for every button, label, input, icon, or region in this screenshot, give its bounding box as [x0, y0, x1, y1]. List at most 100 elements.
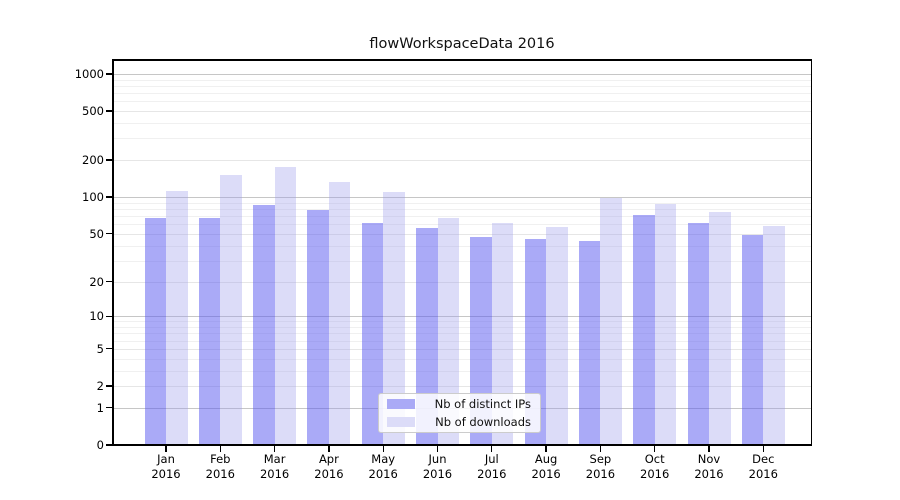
bar-mar-ips: [253, 205, 275, 445]
y-tick-label-2: 2: [96, 379, 104, 393]
bar-feb-downloads: [220, 174, 242, 445]
plot-area: [113, 60, 811, 445]
gridline-30: [113, 260, 811, 262]
y-tick-mark-0: [106, 444, 112, 446]
right-spine: [810, 59, 813, 446]
bar-nov-ips: [687, 223, 709, 445]
legend-entry-distinct-ips: Nb of distinct IPs: [379, 397, 540, 411]
x-tick-mark-jul: [491, 446, 493, 452]
x-tick-mark-nov: [708, 446, 710, 452]
x-tick-label-nov: Nov 2016: [694, 452, 724, 481]
y-tick-label-0: 0: [96, 438, 104, 452]
chart-title: flowWorkspaceData 2016: [369, 36, 555, 52]
legend-label-downloads: Nb of downloads: [435, 415, 531, 429]
bar-mar-downloads: [274, 167, 297, 445]
x-tick-label-oct: Oct 2016: [640, 452, 670, 481]
bar-may-ips: [361, 223, 384, 445]
x-tick-mark-feb: [219, 446, 221, 452]
x-tick-label-apr: Apr 2016: [314, 452, 344, 481]
x-tick-label-jul: Jul 2016: [477, 452, 507, 481]
legend: Nb of distinct IPs Nb of downloads: [378, 393, 541, 433]
x-tick-label-sep: Sep 2016: [585, 452, 616, 481]
bar-sep-ips: [578, 240, 601, 445]
x-tick-mark-may: [382, 446, 384, 452]
x-tick-label-mar: Mar 2016: [259, 452, 290, 481]
gridline-200: [113, 160, 811, 162]
y-tick-label-5: 5: [96, 341, 104, 356]
y-tick-mark-20: [106, 280, 112, 283]
x-tick-mark-sep: [599, 446, 602, 452]
bar-feb-ips: [198, 217, 221, 445]
y-tick-mark-1000: [106, 73, 112, 75]
gridline-800: [113, 85, 811, 87]
gridline-40: [113, 245, 811, 247]
bar-sep-downloads: [600, 197, 622, 445]
x-axis-spine: [112, 444, 812, 446]
gridline-900: [113, 79, 811, 81]
y-tick-mark-2: [106, 385, 112, 387]
y-tick-mark-200: [106, 159, 112, 161]
x-tick-mark-oct: [654, 446, 656, 452]
x-tick-label-feb: Feb 2016: [205, 452, 235, 481]
y-tick-mark-5: [106, 348, 112, 350]
bar-jun-ips: [416, 227, 438, 445]
gridline-1000: [113, 73, 811, 75]
x-tick-mark-dec: [762, 446, 764, 452]
y-tick-label-10: 10: [89, 309, 104, 324]
gridline-8: [113, 327, 811, 328]
bar-apr-ips: [307, 209, 329, 445]
bar-aug-downloads: [546, 226, 568, 445]
x-tick-label-dec: Dec 2016: [748, 452, 778, 481]
bar-oct-ips: [633, 215, 655, 445]
gridline-5: [113, 348, 811, 350]
y-tick-label-1000: 1000: [74, 66, 104, 81]
gridline-700: [113, 93, 811, 94]
y-tick-label-1: 1: [96, 400, 104, 415]
gridline-300: [113, 138, 811, 140]
y-tick-mark-10: [106, 315, 112, 317]
bar-jul-downloads: [491, 222, 514, 445]
x-tick-label-may: May 2016: [368, 452, 398, 481]
gridline-90: [113, 202, 811, 204]
bar-dec-ips: [741, 234, 764, 445]
y-tick-label-200: 200: [82, 153, 104, 168]
gridline-60: [113, 224, 811, 226]
x-tick-mark-mar: [273, 446, 276, 452]
bar-may-downloads: [383, 191, 405, 445]
top-spine: [112, 59, 812, 61]
gridline-20: [113, 281, 811, 283]
x-tick-label-jan: Jan 2016: [151, 452, 181, 481]
bar-jun-downloads: [437, 218, 459, 445]
bar-apr-downloads: [328, 181, 351, 445]
x-tick-mark-jun: [436, 446, 439, 452]
bar-nov-downloads: [709, 211, 731, 445]
legend-swatch-distinct-ips: [387, 399, 415, 409]
x-tick-mark-jan: [165, 446, 167, 452]
y-tick-mark-500: [106, 110, 112, 112]
x-tick-mark-apr: [328, 446, 330, 452]
y-tick-label-50: 50: [89, 226, 104, 241]
gridline-3: [113, 370, 811, 372]
bar-jan-ips: [144, 217, 166, 445]
y-axis-spine: [112, 59, 114, 446]
x-tick-mark-aug: [545, 446, 547, 452]
y-tick-mark-100: [106, 196, 112, 198]
x-tick-label-aug: Aug 2016: [531, 452, 561, 481]
y-tick-label-100: 100: [82, 190, 104, 205]
gridline-9: [113, 321, 811, 323]
legend-entry-downloads: Nb of downloads: [379, 415, 540, 429]
bar-oct-downloads: [654, 203, 677, 445]
gridline-500: [113, 111, 811, 113]
gridline-600: [113, 101, 811, 103]
y-tick-label-500: 500: [82, 104, 104, 119]
gridline-7: [113, 333, 811, 335]
gridline-10: [113, 316, 811, 318]
gridline-100: [113, 197, 811, 199]
y-tick-mark-1: [106, 407, 112, 409]
x-tick-label-jun: Jun 2016: [422, 452, 453, 481]
legend-label-distinct-ips: Nb of distinct IPs: [434, 397, 531, 411]
gridline-70: [113, 216, 811, 217]
legend-swatch-downloads: [387, 417, 415, 427]
gridline-80: [113, 209, 811, 210]
